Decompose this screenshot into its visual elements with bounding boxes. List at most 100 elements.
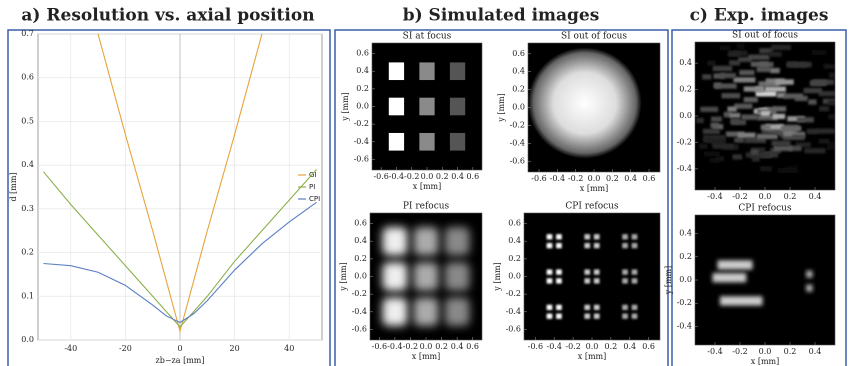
image-speckle: [829, 72, 835, 78]
image-speckle: [783, 93, 804, 99]
image-streak: [720, 296, 763, 306]
y-tick-label: 0.4: [679, 58, 692, 67]
y-tick-label: 0.6: [21, 73, 34, 82]
image-speckle: [721, 93, 741, 99]
image-dot: [556, 242, 562, 249]
x-tick-label: -0.6: [373, 172, 388, 181]
x-tick-label: 40: [284, 344, 294, 353]
image-speckle: [738, 56, 752, 63]
image-dot: [622, 304, 628, 311]
y-tick-label: 0.2: [679, 85, 692, 94]
x-tick-label: 0.4: [451, 172, 464, 181]
x-axis-label: x [mm]: [751, 357, 779, 366]
image-speckle: [705, 165, 723, 171]
image-dot: [631, 269, 638, 275]
image-speckle: [759, 165, 773, 172]
y-tick-label: -0.6: [506, 324, 521, 333]
image-speckle: [781, 174, 794, 180]
image-speckle: [796, 117, 814, 123]
image-speckle: [829, 58, 835, 65]
panel-title: c) Exp. images: [690, 6, 829, 26]
x-tick-label: -0.2: [403, 342, 418, 351]
x-tick-label: 0.0: [588, 174, 601, 183]
y-tick-label: 0.6: [356, 49, 369, 58]
image-speckle: [830, 45, 835, 51]
image-speckle: [729, 112, 741, 119]
panel-frame: [671, 29, 847, 366]
image-streak: [712, 273, 747, 283]
x-tick-label: 0.4: [809, 347, 822, 356]
image-speckle: [794, 61, 812, 68]
image-speckle: [787, 116, 805, 122]
x-tick-label: 0: [177, 344, 182, 353]
image-speckle: [819, 106, 830, 112]
x-tick-label: -0.6: [531, 174, 546, 183]
image-blob: [528, 47, 642, 159]
y-tick-label: -0.4: [354, 137, 369, 146]
y-tick-label: 0.0: [354, 272, 367, 281]
panel-frame: [334, 29, 669, 366]
image-dot: [631, 304, 638, 311]
x-tick-label: -0.2: [732, 192, 747, 201]
x-axis-label: x [mm]: [413, 182, 441, 191]
x-tick-label: 0.0: [759, 192, 772, 201]
image-speckle: [727, 106, 737, 112]
x-tick-label: -0.4: [389, 172, 404, 181]
image-dot: [622, 269, 628, 275]
image-speckle: [772, 106, 787, 112]
image-speckle: [771, 140, 791, 146]
x-tick-label: 0.2: [784, 192, 797, 201]
y-axis-label: y [mm]: [497, 93, 506, 122]
legend-label: PI: [309, 183, 315, 191]
image-blob: [413, 227, 439, 256]
image-speckle: [818, 138, 830, 144]
y-tick-label: 0.0: [356, 102, 369, 111]
y-tick-label: -0.4: [677, 321, 692, 330]
image-speckle: [810, 162, 825, 169]
image-speckle: [783, 131, 793, 137]
image-speckle: [741, 184, 761, 190]
image-dot: [631, 242, 638, 249]
image-speckle: [750, 61, 769, 67]
image-speckle: [826, 144, 835, 150]
image-speckle: [719, 45, 731, 51]
panel-frame: [7, 29, 331, 366]
image-dot: [556, 234, 562, 240]
y-tick-label: 0.6: [508, 219, 521, 228]
y-tick-label: -0.2: [354, 119, 369, 128]
image-speckle: [772, 185, 786, 190]
y-tick-label: 0.0: [679, 275, 692, 284]
image-speckle: [723, 111, 732, 118]
image-speckle: [741, 114, 758, 120]
image-title: SI out of focus: [561, 32, 627, 42]
image-blob: [413, 297, 439, 326]
image-speckle: [727, 51, 742, 57]
x-tick-label: -40: [64, 344, 77, 353]
y-tick-label: -0.2: [510, 120, 525, 129]
y-tick-label: -0.4: [677, 164, 692, 173]
image-square: [449, 62, 466, 81]
image-dot: [584, 304, 591, 311]
y-axis-label: d [mm]: [9, 172, 18, 201]
y-tick-label: 0.1: [21, 291, 34, 300]
image-speckle: [696, 117, 704, 124]
image-dot: [584, 313, 591, 319]
image-speckle: [733, 77, 756, 83]
x-axis-label: zb−za [mm]: [156, 356, 205, 365]
panel-title: b) Simulated images: [403, 6, 600, 26]
image-speckle: [788, 188, 806, 190]
y-tick-label: 0.2: [508, 254, 521, 263]
image-title: SI at focus: [403, 32, 452, 42]
image-speckle: [823, 63, 835, 69]
legend-label: CPI: [309, 195, 320, 203]
image-blob: [444, 297, 470, 326]
y-axis-label: y [mm]: [339, 262, 348, 291]
y-tick-label: -0.6: [354, 154, 369, 163]
image-blob: [444, 262, 470, 291]
y-tick-label: 0.4: [508, 236, 521, 245]
x-tick-label: -20: [119, 344, 132, 353]
y-tick-label: 0.4: [512, 67, 525, 76]
image-speckle: [803, 87, 822, 94]
image-speckle: [828, 100, 835, 106]
image-speckle: [713, 73, 725, 79]
